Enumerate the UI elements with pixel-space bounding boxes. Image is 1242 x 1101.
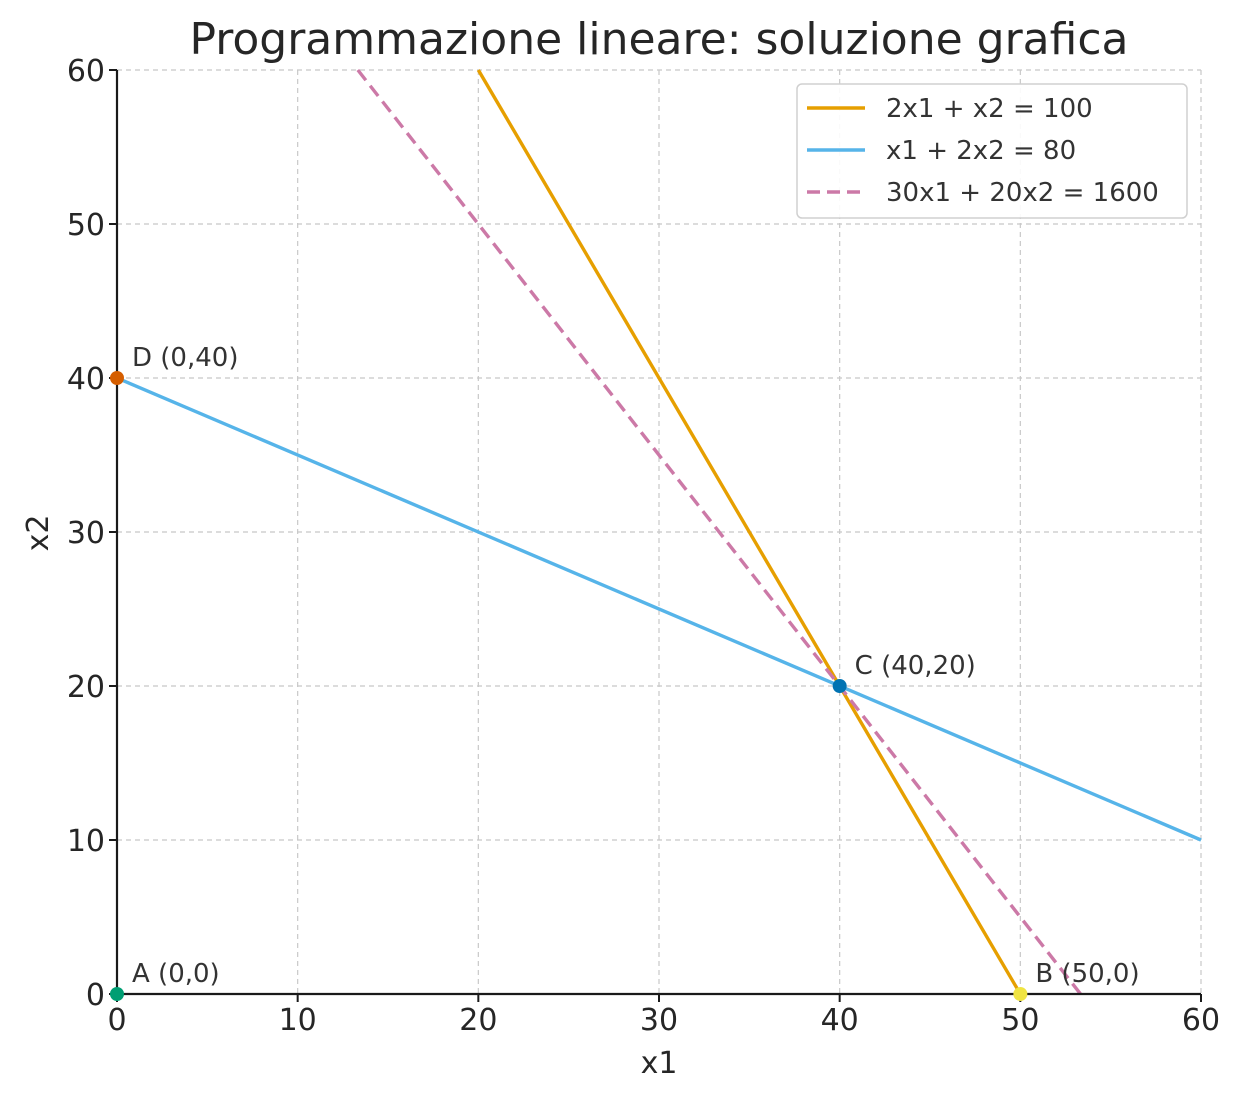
point-marker	[832, 679, 847, 693]
legend-entry: 30x1 + 20x2 = 1600	[886, 178, 1159, 208]
legend-entry: x1 + 2x2 = 80	[886, 136, 1076, 166]
legend-entry: 2x1 + x2 = 100	[886, 94, 1093, 124]
point-label: B (50,0)	[1035, 959, 1139, 989]
x-tick-label: 20	[459, 1003, 497, 1038]
x-tick-label: 50	[1001, 1003, 1039, 1038]
chart-title: Programmazione lineare: soluzione grafic…	[189, 14, 1128, 65]
point-label: D (0,40)	[132, 343, 238, 373]
point-marker	[1013, 987, 1028, 1001]
x-axis-label: x1	[641, 1046, 678, 1081]
point-label: A (0,0)	[132, 959, 220, 989]
y-tick-label: 50	[67, 208, 105, 243]
y-tick-label: 20	[67, 670, 105, 705]
series-lines	[116, 68, 1202, 996]
x-tick-label: 30	[640, 1003, 678, 1038]
x-tick-label: 60	[1182, 1003, 1220, 1038]
legend: 2x1 + x2 = 100 x1 + 2x2 = 80 30x1 + 20x2 =…	[796, 83, 1188, 219]
series-line-1	[476, 69, 1022, 995]
x-tick-label: 0	[107, 1003, 126, 1038]
y-tick-label: 0	[86, 978, 105, 1013]
y-tick-label: 40	[67, 362, 105, 397]
series-line-3	[356, 68, 1082, 996]
point-label: C (40,20)	[855, 651, 976, 681]
legend-box	[796, 83, 1188, 219]
point-marker	[110, 371, 124, 385]
y-tick-label: 30	[67, 516, 105, 551]
tick-labels: 0 10 20 30 40 50 60 0 10 20 30 40 50 60	[67, 54, 1220, 1038]
points: A (0,0) B (50,0) C (40,20) D (0,40)	[110, 343, 1140, 1001]
series-line-2	[116, 376, 1202, 842]
x-tick-label: 40	[821, 1003, 859, 1038]
y-axis-label: x2	[21, 515, 56, 552]
point-marker	[110, 987, 124, 1001]
y-tick-label: 60	[67, 54, 105, 89]
x-tick-label: 10	[279, 1003, 317, 1038]
grid	[117, 69, 1202, 994]
y-tick-label: 10	[67, 824, 105, 859]
